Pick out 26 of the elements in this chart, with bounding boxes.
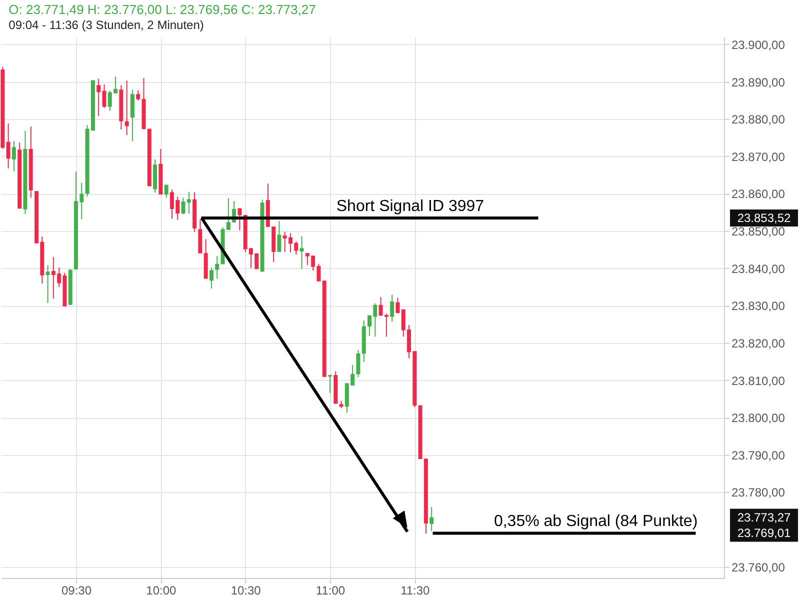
annotation: Short Signal ID 3997 — [336, 198, 484, 215]
y-tick-label: 23.860,00 — [732, 187, 786, 202]
text: 23.769,01 — [737, 526, 792, 540]
text: 23.853,52 — [737, 210, 792, 225]
y-tick-label: 23.800,00 — [732, 411, 786, 426]
y-tick-label: 23.820,00 — [732, 336, 786, 350]
x-tick-label: 11:00 — [316, 584, 346, 598]
y-tick-label: 23.830,00 — [732, 299, 786, 314]
y-tick-label: 23.850,00 — [732, 224, 786, 239]
y-tick-label: 23.880,00 — [732, 112, 786, 127]
chart-subtitle: 09:04 - 11:36 (3 Stunden, 2 Minuten) — [8, 18, 204, 32]
x-tick-label: 10:00 — [146, 584, 177, 598]
text: 23.773,27 — [737, 510, 792, 524]
y-tick-label: 23.840,00 — [732, 262, 786, 276]
y-tick-label: 23.870,00 — [732, 150, 786, 164]
y-tick-label: 23.790,00 — [732, 448, 786, 462]
x-tick-label: 11:30 — [400, 584, 430, 598]
y-tick-label: 23.780,00 — [732, 486, 786, 500]
y-tick-label: 23.810,00 — [732, 374, 786, 388]
y-tick-label: 23.760,00 — [732, 560, 786, 574]
y-tick-label: 23.890,00 — [732, 75, 786, 90]
x-tick-label: 09:30 — [61, 584, 92, 598]
y-tick-label: 23.900,00 — [732, 38, 786, 52]
x-tick-label: 10:30 — [230, 584, 262, 598]
chart-title: O: 23.771,49 H: 23.776,00 L: 23.769,56 C: 23.773,27 — [8, 2, 316, 17]
annotation: 0,35% ab Signal (84 Punkte) — [494, 513, 698, 530]
